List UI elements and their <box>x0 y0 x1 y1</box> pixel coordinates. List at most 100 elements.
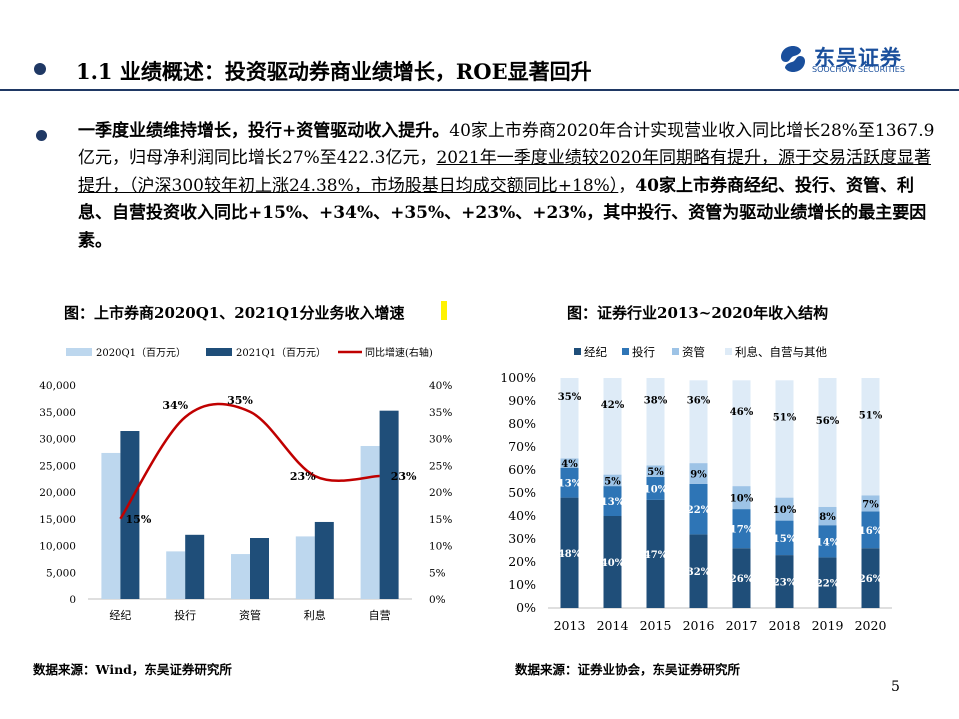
x-tick-label: 2020 <box>855 618 887 633</box>
bar-segment-4 <box>689 380 708 464</box>
bar-segment-1 <box>775 555 794 608</box>
y-tick-label: 30% <box>508 531 536 546</box>
summary-paragraph: 一季度业绩维持增长，投行+资管驱动收入提升。40家上市券商2020年合计实现营业… <box>78 118 938 255</box>
legend-swatch-1 <box>66 348 92 356</box>
segment-label: 51% <box>859 410 883 421</box>
bar-segment-4 <box>646 378 665 466</box>
bar-segment-2 <box>689 483 708 535</box>
legend-label-2: 投行 <box>632 345 655 359</box>
x-tick-label: 2018 <box>769 618 801 633</box>
segment-label: 42% <box>601 400 625 411</box>
legend-swatch-2 <box>622 348 629 355</box>
segment-label: 35% <box>558 392 582 403</box>
growth-line <box>119 402 380 520</box>
segment-label: 26% <box>730 574 754 585</box>
segment-label: 9% <box>690 469 707 480</box>
segment-label: 22% <box>816 579 840 590</box>
y-tick-label: 0% <box>516 600 536 615</box>
segment-label: 16% <box>859 526 883 537</box>
bar-2020q1 <box>295 536 315 599</box>
bar-segment-1 <box>818 557 837 608</box>
y-tick-label: 80% <box>508 416 536 431</box>
x-tick-label: 资管 <box>239 608 261 622</box>
y-tick-label: 100% <box>500 370 536 385</box>
bar-2020q1 <box>360 445 380 599</box>
y-tick-label: 20% <box>508 554 536 569</box>
y2-tick-label: 0% <box>429 594 446 606</box>
bar-segment-1 <box>560 497 579 608</box>
y2-tick-label: 35% <box>429 407 452 419</box>
segment-label: 40% <box>601 558 625 569</box>
segment-label: 51% <box>773 413 797 424</box>
bar-segment-3 <box>689 463 708 484</box>
x-tick-label: 2015 <box>640 618 672 633</box>
segment-label: 8% <box>819 512 836 523</box>
bar-segment-4 <box>603 378 622 475</box>
bar-segment-4 <box>732 380 751 487</box>
y-tick-label: 90% <box>508 393 536 408</box>
bar-segment-2 <box>603 486 622 516</box>
y-tick-label: 60% <box>508 462 536 477</box>
bar-segment-1 <box>646 499 665 608</box>
bar-segment-1 <box>689 534 708 608</box>
segment-label: 26% <box>859 574 883 585</box>
logo-text-en: SOOCHOW SECURITIES <box>812 65 905 74</box>
legend-label-2: 2021Q1（百万元） <box>236 347 326 359</box>
bar-segment-3 <box>560 458 579 468</box>
bar-2021q1 <box>379 410 399 599</box>
bar-segment-4 <box>775 380 794 498</box>
bar-segment-2 <box>818 525 837 558</box>
segment-label: 23% <box>773 578 797 589</box>
summary-headline: 一季度业绩维持增长，投行+资管驱动收入提升。 <box>78 121 450 141</box>
bar-segment-3 <box>818 506 837 526</box>
page-number: 5 <box>891 679 900 695</box>
y2-tick-label: 10% <box>429 541 452 553</box>
growth-label: 34% <box>162 399 188 412</box>
bar-segment-4 <box>560 378 579 459</box>
segment-label: 56% <box>816 416 840 427</box>
bar-segment-2 <box>732 509 751 549</box>
title-divider <box>0 89 959 91</box>
bar-2020q1 <box>166 551 186 599</box>
x-tick-label: 利息 <box>304 608 326 622</box>
y-tick-label: 70% <box>508 439 536 454</box>
chart1-title: 图：上市券商2020Q1、2021Q1分业务收入增速 <box>64 304 405 322</box>
segment-label: 7% <box>862 499 879 510</box>
segment-label: 36% <box>687 395 711 406</box>
body-bullet <box>36 130 47 141</box>
segment-label: 5% <box>604 476 621 487</box>
y-tick-label: 10,000 <box>39 541 76 553</box>
segment-label: 10% <box>773 505 797 516</box>
segment-label: 14% <box>816 537 840 548</box>
chart1-source: 数据来源：Wind，东吴证券研究所 <box>33 662 232 677</box>
bar-segment-1 <box>603 516 622 608</box>
chart2-title: 图：证券行业2013~2020年收入结构 <box>567 304 829 322</box>
growth-label: 15% <box>126 513 152 526</box>
segment-label: 13% <box>558 479 582 490</box>
segment-label: 46% <box>730 407 754 418</box>
summary-separator: ， <box>618 175 636 196</box>
y2-tick-label: 20% <box>429 487 452 499</box>
x-tick-label: 2016 <box>683 618 715 633</box>
bar-segment-3 <box>861 495 880 512</box>
page-title: 1.1 业绩概述：投资驱动券商业绩增长，ROE显著回升 <box>76 59 592 84</box>
x-tick-label: 2014 <box>597 618 629 633</box>
bar-2020q1 <box>101 452 121 599</box>
x-tick-label: 自营 <box>369 608 391 622</box>
bar-segment-3 <box>732 486 751 510</box>
legend-swatch-3 <box>672 348 679 355</box>
y-tick-label: 50% <box>508 485 536 500</box>
legend-label-3: 同比增速(右轴) <box>365 346 433 359</box>
y-tick-label: 20,000 <box>39 487 76 499</box>
x-tick-label: 投行 <box>174 608 196 622</box>
summary-annual: 40家上市券商2020年合计实现营业收入同比增长28%至1367.9亿元，归母净… <box>78 121 935 169</box>
segment-label: 15% <box>773 534 797 545</box>
bar-segment-3 <box>775 497 794 521</box>
segment-label: 32% <box>687 567 711 578</box>
bar-2020q1 <box>231 554 250 599</box>
growth-label: 23% <box>391 470 417 483</box>
x-tick-label: 2013 <box>554 618 586 633</box>
bar-segment-1 <box>732 548 751 608</box>
legend-swatch-1 <box>574 348 581 355</box>
bar-2021q1 <box>185 534 205 599</box>
